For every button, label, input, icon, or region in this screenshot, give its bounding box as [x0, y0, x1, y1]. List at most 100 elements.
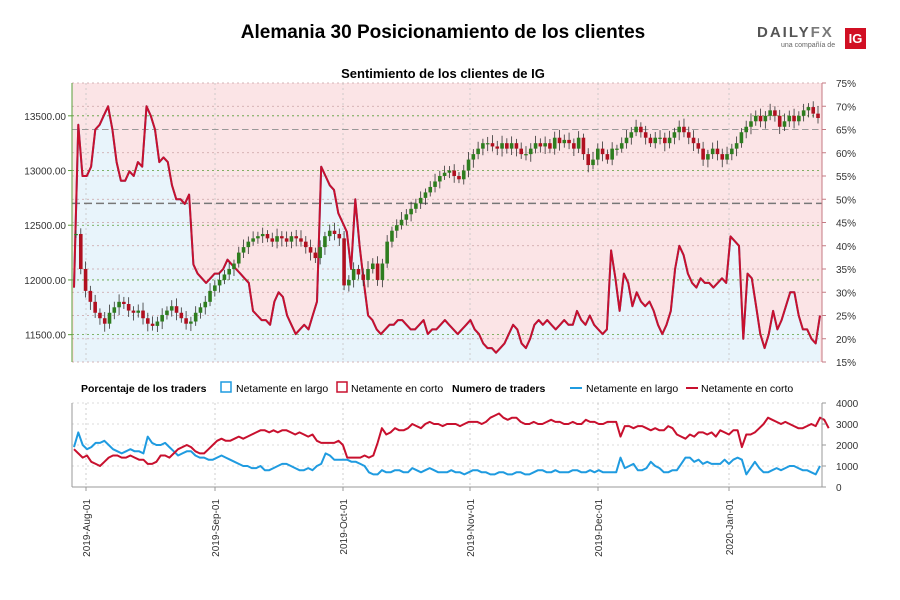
- candle-body: [562, 139, 567, 144]
- pct-tick-label: 60%: [836, 149, 856, 160]
- candle-body: [610, 148, 614, 160]
- count-tick-label: 2000: [836, 441, 859, 452]
- pct-tick-label: 75%: [836, 79, 856, 90]
- short-count-line: [73, 412, 830, 467]
- candle-body: [739, 132, 744, 144]
- logo-wordmark: DAILYFX: [757, 24, 834, 41]
- candle-body: [404, 214, 409, 220]
- candle-body: [256, 236, 260, 239]
- candle-body: [342, 238, 346, 286]
- candle-body: [471, 154, 476, 160]
- candle-body: [706, 154, 710, 160]
- candle-body: [414, 203, 418, 209]
- candle-body: [332, 230, 337, 234]
- long-area-fill: [74, 106, 820, 362]
- candle-body: [380, 263, 385, 280]
- date-tick-label: 2019-Sep-01: [211, 499, 222, 557]
- candle-body: [126, 304, 131, 311]
- candle-body: [74, 233, 78, 236]
- candle-body: [232, 263, 236, 269]
- candle-body: [385, 241, 389, 264]
- logo-subtitle: una compañía de: [781, 42, 836, 49]
- candle-body: [600, 148, 605, 155]
- candle-body: [361, 274, 366, 280]
- net-short-pct-line: [73, 105, 821, 354]
- candle-body: [591, 159, 595, 166]
- candle-body: [189, 321, 193, 324]
- price-tick-label: 12500.00: [24, 221, 66, 232]
- candle-body: [442, 172, 447, 176]
- candle-body: [457, 176, 461, 180]
- candle-body: [572, 143, 576, 149]
- price-tick-label: 13000.00: [24, 167, 66, 178]
- candle-body: [792, 115, 796, 122]
- chart-title: Alemania 30 Posicionamiento de los clien…: [240, 22, 646, 43]
- candle-body: [538, 143, 543, 147]
- candle-body: [399, 219, 404, 226]
- count-tick-label: 1000: [836, 462, 859, 473]
- candle-body: [552, 137, 557, 149]
- count-tick-label: 3000: [836, 420, 859, 431]
- candle-body: [375, 263, 380, 280]
- candle-body: [438, 176, 442, 182]
- candle-body: [265, 233, 270, 239]
- candle-body: [213, 285, 217, 291]
- candle-body: [409, 208, 413, 215]
- candle-body: [466, 159, 471, 171]
- count-tick-label: 4000: [836, 399, 859, 410]
- candle-body: [184, 318, 188, 324]
- logo-word-fx: FX: [810, 24, 834, 41]
- candle-body: [217, 279, 222, 286]
- candle-body: [619, 143, 624, 149]
- date-tick-label: 2019-Dec-01: [594, 499, 605, 557]
- long-count-line: [73, 431, 821, 476]
- legend-pct-long: Netamente en largo: [236, 383, 328, 395]
- candle-body: [758, 115, 763, 122]
- candle-body: [749, 121, 753, 127]
- candle-body: [753, 115, 758, 122]
- candle-body: [275, 236, 279, 242]
- candle-body: [806, 107, 811, 111]
- candle-body: [672, 132, 677, 138]
- candle-body: [533, 143, 538, 149]
- candle-body: [241, 247, 246, 253]
- candle-body: [93, 301, 97, 313]
- pct-tick-label: 35%: [836, 265, 856, 276]
- candle-body: [514, 143, 519, 149]
- candle-body: [433, 181, 437, 187]
- candle-body: [701, 148, 705, 160]
- candle-body: [519, 148, 523, 155]
- candle-body: [313, 252, 318, 259]
- candle-body: [663, 137, 667, 144]
- candle-body: [605, 154, 610, 160]
- candle-body: [222, 274, 227, 280]
- candle-body: [485, 143, 490, 145]
- pct-tick-label: 15%: [836, 358, 856, 369]
- candle-body: [260, 233, 265, 237]
- candle-body: [615, 148, 619, 150]
- candle-body: [557, 137, 562, 144]
- candle-body: [658, 137, 662, 139]
- candle-body: [744, 126, 748, 133]
- candle-body: [122, 301, 126, 305]
- candle-body: [710, 148, 715, 155]
- candle-body: [146, 318, 150, 324]
- candle-body: [318, 247, 322, 259]
- candle-body: [639, 126, 643, 133]
- candle-body: [734, 143, 739, 149]
- candle-body: [366, 269, 370, 280]
- candle-body: [323, 236, 327, 248]
- candle-body: [476, 148, 480, 155]
- pct-tick-label: 55%: [836, 172, 856, 183]
- candle-body: [102, 318, 107, 324]
- candle-body: [811, 107, 816, 114]
- candle-body: [112, 307, 117, 313]
- candle-body: [351, 269, 356, 280]
- candle-body: [394, 225, 399, 231]
- candle-body: [193, 312, 198, 322]
- candle-body: [548, 143, 552, 149]
- candle-body: [150, 323, 155, 326]
- legend-pct-short: Netamente en corto: [351, 383, 443, 395]
- candle-body: [686, 132, 691, 138]
